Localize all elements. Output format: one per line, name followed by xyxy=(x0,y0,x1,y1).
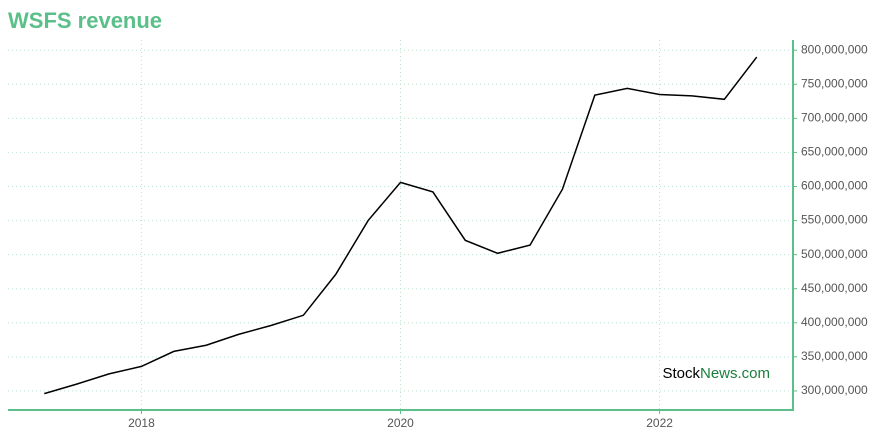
watermark-part: Stock xyxy=(662,365,700,382)
y-tick-label: 750,000,000 xyxy=(801,76,868,90)
y-tick-label: 500,000,000 xyxy=(801,247,868,261)
y-tick-label: 600,000,000 xyxy=(801,179,868,193)
y-tick-label: 800,000,000 xyxy=(801,42,868,56)
x-tick-label: 2022 xyxy=(646,416,673,430)
x-tick-label: 2018 xyxy=(128,416,155,430)
y-tick-label: 450,000,000 xyxy=(801,281,868,295)
chart-title: WSFS revenue xyxy=(8,8,162,33)
x-tick-label: 2020 xyxy=(387,416,414,430)
y-tick-label: 400,000,000 xyxy=(801,315,868,329)
y-tick-label: 550,000,000 xyxy=(801,213,868,227)
y-tick-label: 300,000,000 xyxy=(801,383,868,397)
y-tick-label: 350,000,000 xyxy=(801,349,868,363)
y-tick-label: 650,000,000 xyxy=(801,145,868,159)
watermark-part: News.com xyxy=(700,365,770,382)
watermark: StockNews.com xyxy=(662,365,770,382)
data-line xyxy=(44,56,758,395)
y-tick-label: 700,000,000 xyxy=(801,111,868,125)
